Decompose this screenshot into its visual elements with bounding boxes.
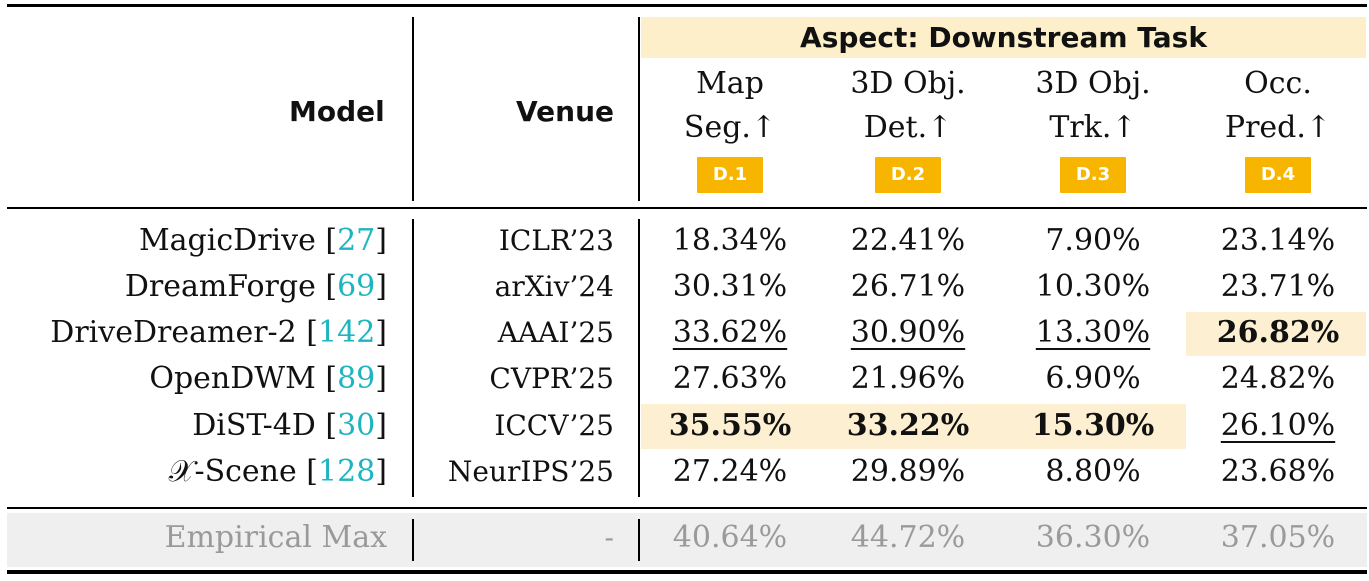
empirical-max-value: 36.30%	[1035, 520, 1151, 555]
best-highlight	[1186, 312, 1366, 356]
value-cell: 27.63%	[672, 361, 788, 396]
column-header-line1: Occ.	[1244, 66, 1312, 101]
column-header-line1: 3D Obj.	[850, 66, 966, 101]
value-cell-best: 33.22%	[846, 408, 970, 443]
empirical-max-band	[7, 513, 1367, 567]
column-header-occ: Occ. Pred.↑	[1188, 62, 1368, 150]
value-cell: 6.90%	[1045, 361, 1141, 396]
header-separator-1	[412, 17, 414, 201]
body-rule	[7, 507, 1367, 509]
venue: arXiv’24	[494, 270, 614, 303]
empirical-max-value: 44.72%	[850, 520, 966, 555]
value-cell: 8.80%	[1045, 454, 1141, 489]
citation-link[interactable]: 142	[318, 315, 376, 350]
value-cell: 23.68%	[1220, 454, 1336, 489]
citation-link[interactable]: 69	[337, 269, 376, 304]
column-header-trk: 3D Obj. Trk.↑	[1003, 62, 1183, 150]
model-header: Model	[289, 95, 385, 128]
value-cell: 26.71%	[850, 269, 966, 304]
badge-d1: D.1	[697, 157, 763, 193]
venue: ICLR’23	[498, 224, 614, 257]
value-cell-best: 35.55%	[668, 408, 792, 443]
value-cell-second-best: 33.62%	[672, 315, 788, 350]
citation-link[interactable]: 30	[337, 408, 376, 443]
value-cell-best: 26.82%	[1216, 315, 1340, 350]
badge-d3: D.3	[1060, 157, 1126, 193]
citation-link[interactable]: 128	[318, 454, 376, 489]
venue: CVPR’25	[489, 362, 614, 395]
model-name: MagicDrive [27]	[138, 223, 387, 258]
venue: NeurIPS’25	[447, 455, 614, 488]
citation-link[interactable]: 27	[337, 223, 376, 258]
value-cell: 21.96%	[850, 361, 966, 396]
aspect-title: Aspect: Downstream Task	[800, 21, 1207, 54]
empirical-max-value: 37.05%	[1220, 520, 1336, 555]
column-header-line1: Map	[696, 66, 764, 101]
value-cell: 27.24%	[672, 454, 788, 489]
value-cell-best: 15.30%	[1031, 408, 1155, 443]
empirical-max-venue: -	[604, 521, 614, 554]
value-cell-second-best: 26.10%	[1220, 408, 1336, 443]
top-rule	[7, 4, 1367, 7]
model-name: DriveDreamer-2 [142]	[50, 315, 387, 350]
venue: ICCV’25	[494, 409, 614, 442]
max-separator-1	[412, 519, 414, 561]
badge-d2: D.2	[875, 157, 941, 193]
column-header-line2: Pred.↑	[1224, 110, 1332, 145]
value-cell: 24.82%	[1220, 361, 1336, 396]
body-separator-2	[638, 219, 640, 497]
column-header-line2: Seg.↑	[683, 110, 777, 145]
model-name: 𝒳-Scene [128]	[168, 454, 387, 489]
bottom-rule	[7, 570, 1367, 574]
value-cell: 23.14%	[1220, 223, 1336, 258]
citation-link[interactable]: 89	[337, 361, 376, 396]
header-rule	[7, 207, 1367, 209]
value-cell: 29.89%	[850, 454, 966, 489]
value-cell: 23.71%	[1220, 269, 1336, 304]
value-cell: 30.31%	[672, 269, 788, 304]
value-cell: 7.90%	[1045, 223, 1141, 258]
max-separator-2	[638, 519, 640, 561]
value-cell: 18.34%	[672, 223, 788, 258]
header-separator-2	[638, 17, 640, 201]
value-cell-second-best: 30.90%	[850, 315, 966, 350]
column-header-line1: 3D Obj.	[1035, 66, 1151, 101]
empirical-max-label: Empirical Max	[164, 520, 387, 555]
venue-header: Venue	[516, 95, 614, 128]
value-cell: 10.30%	[1035, 269, 1151, 304]
model-name: OpenDWM [89]	[149, 361, 387, 396]
column-header-det: 3D Obj. Det.↑	[818, 62, 998, 150]
model-name: DreamForge [69]	[124, 269, 387, 304]
column-header-line2: Trk.↑	[1049, 110, 1137, 145]
model-name: DiST-4D [30]	[192, 408, 387, 443]
badge-d4: D.4	[1245, 157, 1311, 193]
column-header-line2: Det.↑	[863, 110, 953, 145]
value-cell: 22.41%	[850, 223, 966, 258]
venue: AAAI’25	[497, 316, 614, 349]
body-separator-1	[412, 219, 414, 497]
value-cell-second-best: 13.30%	[1035, 315, 1151, 350]
column-header-map-seg: Map Seg.↑	[640, 62, 820, 150]
best-highlight	[641, 404, 1186, 449]
aspect-band	[641, 17, 1366, 58]
empirical-max-value: 40.64%	[672, 520, 788, 555]
